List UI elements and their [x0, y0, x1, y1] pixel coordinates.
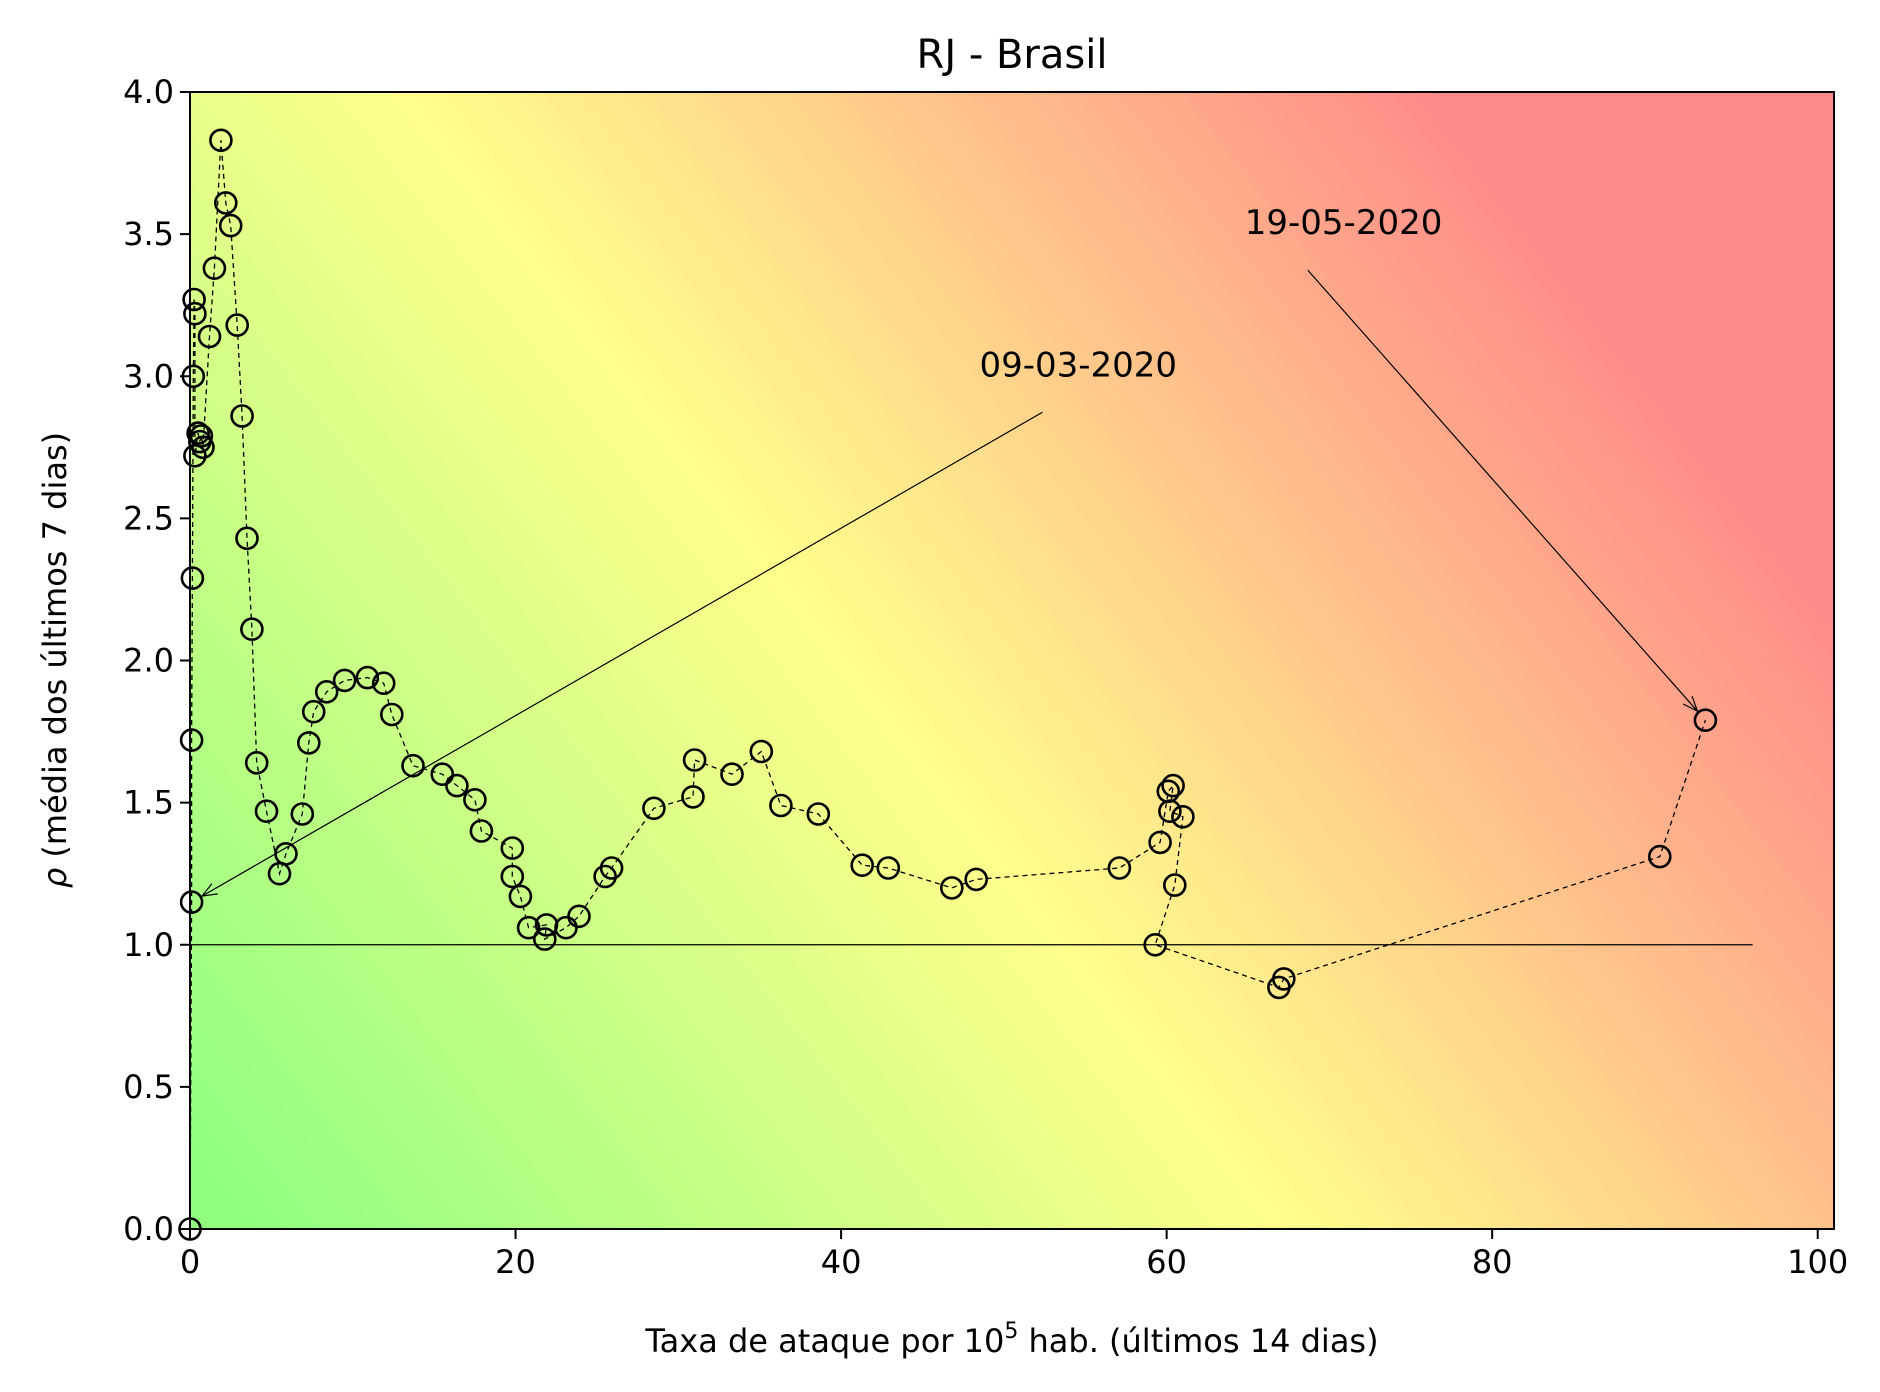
data-point [180, 566, 205, 590]
data-point [183, 301, 207, 326]
data-point [749, 739, 774, 764]
annotation-arrow-head [1682, 695, 1699, 713]
data-point [681, 785, 705, 809]
data-point [290, 802, 315, 826]
x-tick-label: 20 [495, 1243, 536, 1281]
y-axis-label-text: (média dos últimos 7 dias) [36, 432, 74, 868]
data-point [567, 904, 591, 929]
annotation-label: 19-05-2020 [1245, 203, 1443, 243]
data-point [1693, 708, 1718, 733]
series-line [190, 140, 1707, 1229]
data-point [186, 421, 210, 445]
data-point [532, 927, 557, 951]
data-point [202, 256, 227, 281]
data-point [500, 836, 525, 860]
data-point [301, 699, 326, 724]
data-point [939, 876, 964, 900]
data-point [599, 856, 624, 880]
data-point [225, 313, 249, 337]
x-tick-label: 0 [180, 1243, 200, 1281]
data-point [379, 702, 404, 727]
data-point [296, 731, 321, 755]
x-axis-label-exponent: 5 [1004, 1319, 1018, 1344]
data-point [1158, 799, 1182, 824]
data-point [964, 867, 989, 892]
data-point [197, 324, 222, 349]
data-point [179, 890, 204, 914]
data-point [1272, 967, 1296, 991]
data-point [254, 799, 279, 824]
data-point [355, 665, 380, 690]
data-point [430, 762, 455, 787]
data-point [463, 787, 487, 812]
data-point [244, 750, 269, 775]
data-point [1107, 856, 1132, 880]
data-point [235, 526, 259, 551]
data-point [445, 773, 469, 798]
data-point [1161, 773, 1185, 798]
x-tick-label: 60 [1146, 1243, 1187, 1281]
y-tick-label: 0.5 [123, 1068, 174, 1106]
y-axis-ticks: 0.0 0.5 1.0 1.5 2.0 2.5 3.0 3.5 4.0 [123, 73, 190, 1248]
data-point [642, 796, 666, 821]
x-tick-label: 80 [1472, 1243, 1513, 1281]
data-point [1143, 932, 1167, 957]
x-axis-ticks: 0 20 40 60 80 100 [180, 1229, 1848, 1281]
y-tick-label: 2.0 [123, 642, 174, 680]
y-axis-label-symbol: ρ [36, 868, 74, 888]
data-point [720, 762, 744, 787]
annotation-layer: 09-03-2020 19-05-2020 [200, 203, 1699, 897]
data-point [179, 728, 204, 752]
data-point [332, 668, 357, 693]
annotation-label: 09-03-2020 [979, 345, 1177, 385]
data-point [1148, 830, 1172, 855]
x-tick-label: 100 [1787, 1243, 1848, 1281]
data-point [182, 287, 206, 312]
y-tick-label: 3.5 [123, 215, 174, 253]
data-line-layer [190, 140, 1707, 1229]
y-tick-label: 4.0 [123, 73, 174, 111]
y-tick-label: 2.5 [123, 499, 174, 537]
data-point [314, 679, 339, 704]
y-tick-label: 1.5 [123, 784, 174, 822]
y-axis-label: ρ (média dos últimos 7 dias) [36, 432, 74, 888]
x-axis-label-prefix: Taxa de ataque por 10 [644, 1322, 1004, 1360]
data-point [682, 748, 707, 772]
x-axis-label-suffix: hab. (últimos 14 dias) [1018, 1322, 1378, 1360]
y-tick-label: 0.0 [123, 1210, 174, 1248]
data-point [769, 793, 793, 818]
data-point [230, 404, 254, 428]
y-tick-label: 1.0 [123, 926, 174, 964]
data-point [876, 856, 901, 880]
data-point [1163, 873, 1187, 897]
data-point [401, 753, 425, 778]
annotation-arrow-line [1307, 269, 1698, 712]
data-point [1171, 804, 1195, 829]
data-point [1648, 844, 1672, 869]
data-point [516, 915, 541, 940]
data-point [469, 819, 494, 843]
annotation-arrow-head [200, 883, 218, 897]
data-point [209, 128, 233, 153]
data-point [371, 671, 396, 696]
data-point [500, 864, 525, 889]
data-point [214, 191, 238, 215]
plot-background [190, 92, 1834, 1229]
annotation-arrow-line [201, 411, 1043, 897]
data-point [806, 802, 831, 826]
data-point [508, 884, 533, 909]
data-point [850, 853, 875, 878]
x-tick-label: 40 [821, 1243, 862, 1281]
data-point [218, 213, 243, 238]
data-point [274, 841, 298, 866]
data-point [191, 435, 215, 460]
y-tick-label: 3.0 [123, 357, 174, 395]
x-axis-label: Taxa de ataque por 105 hab. (últimos 14 … [644, 1319, 1378, 1360]
chart-title: RJ - Brasil [917, 32, 1108, 78]
data-point [240, 617, 264, 642]
